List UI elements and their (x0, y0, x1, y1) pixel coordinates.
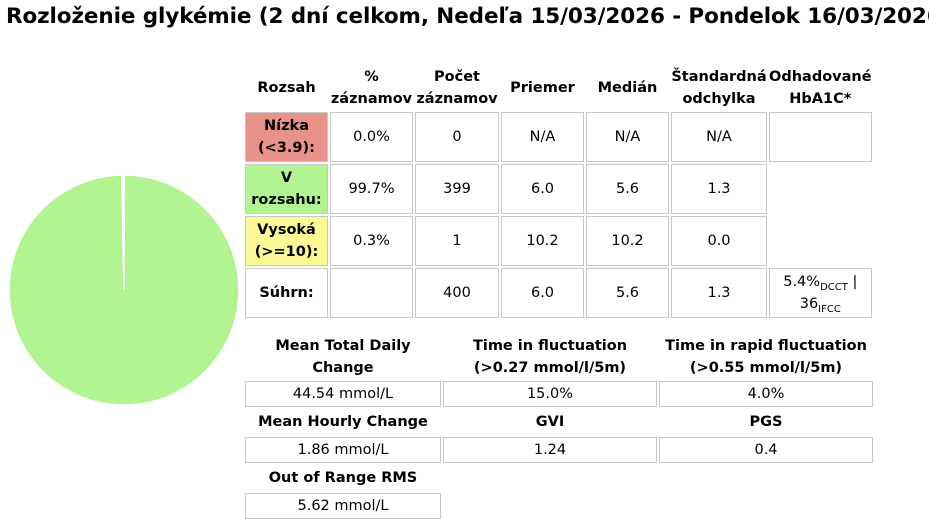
row-label-total: Súhrn: (245, 268, 328, 318)
header-mean: Priemer (510, 80, 575, 96)
label-gvi: GVI (535, 414, 565, 430)
header-range: Rozsah (257, 80, 316, 96)
cell-count: 0 (415, 112, 499, 162)
cell-median: 10.2 (586, 216, 669, 266)
table-row-low: Nízka (<3.9): 0.0% 0 N/A N/A N/A (245, 112, 872, 162)
label-out-of-range-rms: Out of Range RMS (268, 470, 418, 486)
label-pgs: PGS (749, 414, 783, 430)
cell-median: 5.6 (586, 164, 669, 214)
cell-count: 400 (415, 268, 499, 318)
value-pgs: 0.4 (659, 437, 873, 463)
cell-median: 5.6 (586, 268, 669, 318)
value-out-of-range-rms: 5.62 mmol/L (245, 493, 441, 519)
row-label-high: Vysoká (>=10): (245, 216, 328, 266)
value-time-in-fluctuation: 15.0% (443, 381, 657, 407)
cell-mean: 6.0 (501, 268, 584, 318)
table-header-row: Rozsah % záznamov Počet záznamov Priemer M… (245, 66, 872, 110)
cell-hba1c-empty (769, 112, 872, 162)
cell-count: 399 (415, 164, 499, 214)
cell-percent: 0.3% (330, 216, 413, 266)
value-mean-hourly-change: 1.86 mmol/L (245, 437, 441, 463)
cell-percent-empty (330, 268, 413, 318)
cell-blank (769, 164, 872, 214)
cell-mean: 10.2 (501, 216, 584, 266)
label-mean-hourly-change: Mean Hourly Change (258, 414, 428, 430)
cell-percent: 99.7% (330, 164, 413, 214)
stats-header-row: Mean Total Daily Change Time in fluctuati… (245, 335, 873, 379)
cell-sd: 1.3 (671, 164, 767, 214)
label-time-in-fluctuation: Time in fluctuation (>0.27 mmol/l/5m) (472, 338, 628, 376)
label-time-in-rapid-fluctuation: Time in rapid fluctuation (>0.55 mmol/l/5… (665, 338, 867, 376)
cell-percent: 0.0% (330, 112, 413, 162)
cell-mean: N/A (501, 112, 584, 162)
stats-value-row: 44.54 mmol/L 15.0% 4.0% (245, 381, 873, 407)
page-title: Rozloženie glykémie (2 dní celkom, Nedeľ… (6, 4, 929, 29)
header-count: Počet záznamov (416, 69, 498, 107)
stats-header-row: Mean Hourly Change GVI PGS (245, 409, 873, 435)
stats-value-row: 5.62 mmol/L (245, 493, 873, 519)
variability-stats-table: Mean Total Daily Change Time in fluctuati… (243, 333, 875, 521)
header-hba1c: Odhadované HbA1C* (769, 69, 872, 107)
stats-value-row: 1.86 mmol/L 1.24 0.4 (245, 437, 873, 463)
cell-sd: 0.0 (671, 216, 767, 266)
distribution-pie-chart (8, 174, 240, 406)
cell-count: 1 (415, 216, 499, 266)
cell-sd: 1.3 (671, 268, 767, 318)
distribution-table: Rozsah % záznamov Počet záznamov Priemer M… (243, 64, 874, 320)
header-median: Medián (597, 80, 658, 96)
value-mean-total-daily-change: 44.54 mmol/L (245, 381, 441, 407)
row-label-low: Nízka (<3.9): (245, 112, 328, 162)
value-gvi: 1.24 (443, 437, 657, 463)
pie-slice-vysoká (121, 174, 125, 291)
value-time-in-rapid-fluctuation: 4.0% (659, 381, 873, 407)
cell-blank (769, 216, 872, 266)
table-row-total: Súhrn: 400 6.0 5.6 1.3 5.4%DCCT | 36IFCC (245, 268, 872, 318)
cell-hba1c: 5.4%DCCT | 36IFCC (769, 268, 872, 318)
table-row-high: Vysoká (>=10): 0.3% 1 10.2 10.2 0.0 (245, 216, 872, 266)
cell-mean: 6.0 (501, 164, 584, 214)
header-sd: Štandardná odchylka (671, 69, 767, 107)
cell-sd: N/A (671, 112, 767, 162)
cell-median: N/A (586, 112, 669, 162)
label-mean-total-daily-change: Mean Total Daily Change (275, 338, 411, 376)
header-percent: % záznamov (330, 69, 413, 107)
stats-header-row: Out of Range RMS (245, 465, 873, 491)
